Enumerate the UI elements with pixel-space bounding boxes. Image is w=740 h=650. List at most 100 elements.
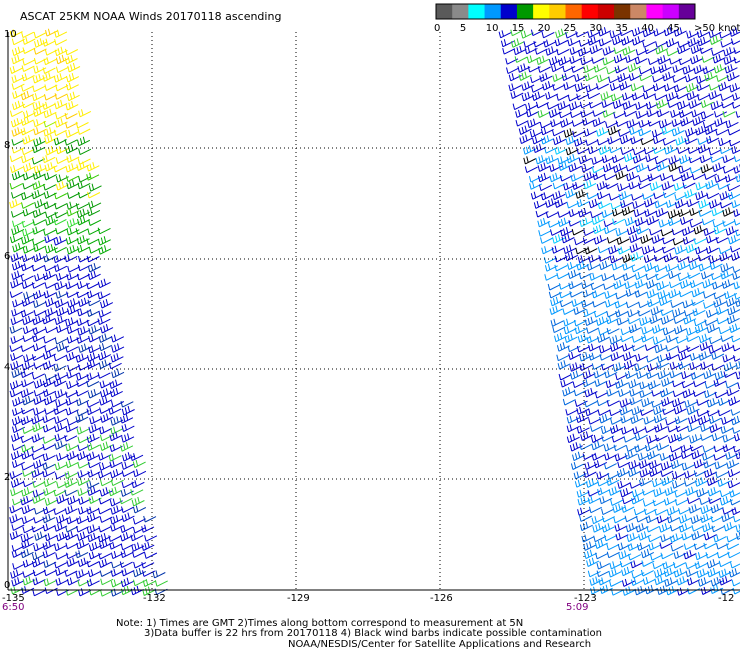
wind-barb (86, 380, 100, 388)
wind-barb (702, 66, 716, 75)
wind-barb (590, 425, 604, 432)
wind-barb (32, 326, 46, 335)
wind-barb (10, 164, 24, 174)
wind-barb (634, 216, 648, 227)
wind-barb (537, 109, 551, 118)
wind-barb (533, 200, 547, 209)
wind-barb (654, 568, 668, 578)
wind-barb (606, 310, 620, 318)
wind-barb (32, 569, 46, 577)
wind-barb (10, 117, 24, 128)
wind-barb (573, 137, 587, 147)
wind-barb (669, 524, 683, 532)
wind-barb (619, 398, 633, 408)
wind-barb (33, 31, 47, 39)
note-line-3: NOAA/NESDIS/Center for Satellite Applica… (288, 639, 591, 650)
wind-barb (545, 211, 559, 219)
wind-barb (677, 351, 691, 361)
wind-barb (76, 451, 90, 461)
colorbar-tick-label: 25 (564, 23, 577, 34)
wind-barb (621, 36, 635, 46)
wind-barb (626, 171, 640, 182)
map-title: ASCAT 25KM NOAA Winds 20170118 ascending (20, 10, 281, 23)
wind-barb (703, 369, 717, 380)
wind-barb (521, 91, 535, 102)
wind-barb (733, 56, 740, 64)
wind-barb (639, 468, 653, 478)
wind-barb (76, 273, 90, 281)
colorbar-swatch (452, 4, 469, 19)
wind-barb (120, 543, 134, 551)
wind-barb (604, 370, 618, 379)
wind-barb (634, 585, 648, 596)
wind-barb (54, 99, 68, 110)
wind-barb (603, 226, 617, 235)
wind-barb (705, 179, 719, 190)
wind-barb (98, 350, 112, 361)
wind-barb (600, 91, 614, 101)
wind-barb (42, 67, 56, 74)
wind-barb (731, 507, 740, 516)
wind-barb (526, 109, 540, 118)
wind-barb (9, 155, 23, 163)
colorbar-swatch (597, 4, 615, 19)
wind-barb (87, 532, 101, 543)
wind-barb (584, 549, 598, 560)
wind-barb (588, 198, 602, 209)
wind-barb (66, 91, 80, 102)
wind-barb (576, 147, 590, 155)
wind-barb (554, 255, 568, 263)
wind-barb (591, 440, 605, 451)
wind-barb (720, 94, 734, 102)
wind-barb (550, 318, 564, 327)
wind-barb (86, 172, 100, 181)
wind-barb (563, 82, 577, 91)
wind-barb (605, 121, 619, 129)
wind-barb (629, 397, 643, 406)
wind-barb (705, 245, 719, 254)
wind-barb (45, 297, 59, 308)
wind-barb (77, 191, 91, 199)
wind-barb (66, 218, 80, 228)
wind-barb (556, 272, 570, 280)
wind-barb (662, 246, 676, 254)
wind-barb (55, 553, 69, 560)
wind-barb (33, 107, 47, 117)
wind-barb (31, 468, 45, 478)
wind-barb (99, 539, 113, 550)
wind-barb (64, 139, 78, 146)
wind-barb (32, 481, 46, 488)
wind-barb (625, 301, 639, 309)
wind-barb (652, 324, 666, 334)
wind-barb (76, 372, 90, 381)
wind-barb (554, 198, 568, 208)
wind-barb (594, 378, 608, 387)
wind-barbs (9, 26, 740, 597)
wind-barb (56, 481, 70, 489)
wind-barb (86, 524, 100, 534)
wind-barb (734, 293, 740, 300)
wind-barb (615, 532, 629, 541)
wind-barb (657, 290, 671, 300)
wind-barb (697, 577, 711, 587)
wind-barb (725, 381, 739, 389)
wind-barb (641, 560, 655, 567)
wind-barb (581, 299, 595, 308)
wind-barb (43, 336, 57, 344)
wind-barb (727, 469, 740, 478)
wind-barb (65, 175, 79, 182)
wind-barb (65, 48, 79, 56)
lat-label-2: 2 (4, 472, 10, 483)
wind-barb (644, 584, 658, 595)
wind-barb (693, 238, 707, 245)
wind-barb (671, 126, 685, 137)
wind-barb (98, 525, 112, 533)
wind-barb (727, 128, 740, 136)
colorbar-tick-label: 35 (615, 23, 628, 34)
wind-barb (65, 281, 79, 290)
wind-barb (611, 155, 625, 164)
colorbar-swatch (549, 4, 566, 19)
wind-barb (732, 427, 740, 434)
wind-barb (598, 38, 612, 47)
wind-barb (720, 425, 734, 434)
